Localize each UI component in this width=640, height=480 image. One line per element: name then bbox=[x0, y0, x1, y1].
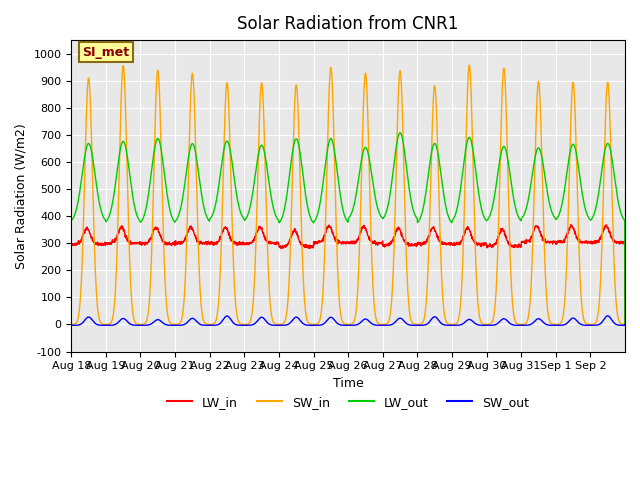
LW_out bbox=[396, 130, 404, 136]
LW_out bbox=[381, 212, 389, 217]
SW_in bbox=[547, 319, 554, 325]
SW_out bbox=[123, 318, 131, 324]
SW_in bbox=[515, 322, 523, 327]
SW_out bbox=[515, 323, 523, 328]
SW_in bbox=[465, 62, 473, 68]
LW_in bbox=[123, 235, 131, 241]
LW_out bbox=[621, 322, 629, 327]
SW_out bbox=[547, 323, 554, 328]
SW_out bbox=[243, 323, 250, 328]
LW_in bbox=[567, 222, 575, 228]
LW_in bbox=[614, 239, 621, 245]
LW_out bbox=[515, 215, 523, 221]
SW_out bbox=[621, 322, 629, 327]
SW_in bbox=[614, 311, 621, 316]
SW_in bbox=[67, 322, 75, 327]
Title: Solar Radiation from CNR1: Solar Radiation from CNR1 bbox=[237, 15, 459, 33]
SW_out bbox=[67, 323, 75, 328]
LW_out bbox=[547, 204, 554, 209]
Line: SW_out: SW_out bbox=[71, 316, 625, 325]
Line: SW_in: SW_in bbox=[71, 65, 625, 324]
SW_in bbox=[123, 145, 131, 151]
SW_out bbox=[604, 313, 612, 319]
Line: LW_in: LW_in bbox=[71, 225, 625, 324]
Legend: LW_in, SW_in, LW_out, SW_out: LW_in, SW_in, LW_out, SW_out bbox=[162, 391, 534, 414]
LW_in bbox=[381, 243, 389, 249]
SW_in bbox=[381, 322, 389, 327]
Line: LW_out: LW_out bbox=[71, 133, 625, 324]
LW_in bbox=[67, 241, 75, 247]
LW_in bbox=[242, 242, 250, 248]
SW_out bbox=[137, 323, 145, 328]
X-axis label: Time: Time bbox=[333, 377, 364, 390]
LW_in bbox=[515, 241, 523, 247]
Y-axis label: Solar Radiation (W/m2): Solar Radiation (W/m2) bbox=[15, 123, 28, 269]
SW_out bbox=[614, 322, 621, 328]
LW_out bbox=[614, 193, 621, 199]
LW_out bbox=[67, 217, 75, 223]
LW_out bbox=[123, 149, 131, 155]
LW_in bbox=[621, 322, 629, 327]
SW_out bbox=[381, 323, 389, 328]
LW_out bbox=[242, 216, 250, 221]
LW_in bbox=[546, 240, 554, 246]
Text: SI_met: SI_met bbox=[83, 46, 129, 59]
SW_in bbox=[621, 322, 629, 327]
SW_in bbox=[242, 322, 250, 327]
